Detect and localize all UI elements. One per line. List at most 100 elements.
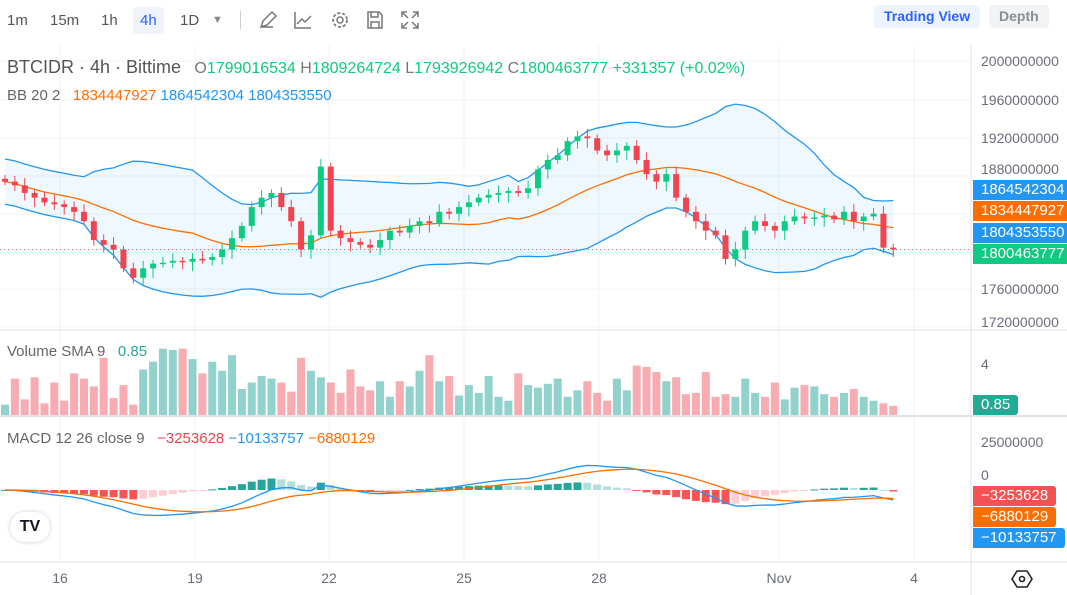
close-label: C xyxy=(507,60,520,77)
candle-body xyxy=(831,215,838,220)
candle-body xyxy=(683,197,690,212)
macd-histogram-bar xyxy=(790,490,799,492)
candle-body xyxy=(446,211,453,214)
time-tick: 22 xyxy=(321,570,337,586)
macd-histogram-bar xyxy=(593,484,602,490)
fullscreen-icon[interactable] xyxy=(399,9,421,31)
candle-body xyxy=(544,159,551,170)
last-price-label: 1800463777 xyxy=(973,244,1067,264)
macd-histogram-bar xyxy=(158,490,167,496)
candle-body xyxy=(584,136,591,139)
volume-bar xyxy=(474,392,483,415)
pencil-icon[interactable] xyxy=(257,9,279,31)
timeframe-1d[interactable]: 1D xyxy=(180,12,200,29)
candle-body xyxy=(288,207,295,222)
volume-bar xyxy=(79,378,88,415)
timeframe-15m[interactable]: 15m xyxy=(50,12,80,29)
candle-body xyxy=(100,240,107,245)
candle-body xyxy=(653,174,660,182)
time-tick: 16 xyxy=(52,570,68,586)
volume-bar xyxy=(790,387,799,415)
timeframe-1m[interactable]: 1m xyxy=(7,12,28,29)
volume-bar xyxy=(168,350,177,415)
volume-bar xyxy=(721,394,730,415)
gear-icon[interactable] xyxy=(329,9,351,31)
candle-body xyxy=(860,216,867,222)
candle-body xyxy=(298,221,305,250)
candle-body xyxy=(169,260,176,263)
candle-body xyxy=(465,202,472,208)
save-icon[interactable] xyxy=(364,9,386,31)
volume-bar xyxy=(760,396,769,415)
volume-bar xyxy=(178,348,187,415)
depth-button[interactable]: Depth xyxy=(989,5,1049,28)
volume-bar xyxy=(741,378,750,415)
timeframe-4h[interactable]: 4h xyxy=(133,7,164,34)
volume-bar xyxy=(376,381,385,415)
candle-body xyxy=(623,145,630,151)
bb-upper-price-label: 1864542304 xyxy=(973,180,1067,200)
timeframe-1h[interactable]: 1h xyxy=(101,12,118,29)
macd-histogram-bar xyxy=(455,486,464,490)
bb-upper: 1864542304 xyxy=(160,87,244,104)
macd-histogram-bar xyxy=(701,490,710,503)
macd-histogram-bar xyxy=(109,490,118,498)
volume-bar xyxy=(455,395,464,415)
price-tick: 2000000000 xyxy=(981,53,1059,69)
macd-line xyxy=(4,464,894,517)
candle-body xyxy=(80,211,87,222)
volume-bar xyxy=(297,357,306,415)
macd-histogram-bar xyxy=(622,488,631,490)
candle-body xyxy=(11,181,18,186)
volume-bar xyxy=(228,355,237,415)
symbol-title: BTCIDR · 4h · Bittime xyxy=(7,57,182,77)
candle-body xyxy=(515,191,522,193)
candle-body xyxy=(633,145,640,160)
volume-bar xyxy=(129,404,138,415)
volume-bar xyxy=(60,400,69,415)
macd-histogram-bar xyxy=(632,490,641,491)
volume-bar xyxy=(435,381,444,415)
macd-tick: 25000000 xyxy=(981,434,1044,450)
indicator-line-icon[interactable] xyxy=(292,9,314,31)
candle-body xyxy=(327,166,334,231)
tradingview-logo[interactable]: TV xyxy=(10,512,50,542)
macd-histogram-bar xyxy=(583,482,592,490)
trading-view-button[interactable]: Trading View xyxy=(874,5,981,28)
divider xyxy=(240,11,241,29)
chart-settings-icon[interactable] xyxy=(1011,569,1033,589)
macd-histogram-bar xyxy=(119,490,128,499)
candle-body xyxy=(643,159,650,175)
macd-line-label: −10133757 xyxy=(973,528,1065,548)
volume-bar xyxy=(356,386,365,415)
volume-bar xyxy=(139,369,148,415)
volume-bar xyxy=(149,361,158,415)
macd-histogram-bar xyxy=(642,490,651,493)
volume-bar xyxy=(267,378,276,415)
volume-bar xyxy=(218,370,227,415)
volume-bar xyxy=(208,361,217,415)
candle-body xyxy=(791,216,798,222)
macd-histogram-bar xyxy=(326,485,335,490)
macd-histogram-bar xyxy=(287,481,296,490)
volume-bar xyxy=(632,365,641,415)
macd-histogram-bar xyxy=(218,487,227,490)
volume-bar xyxy=(504,400,513,415)
volume-bar xyxy=(820,394,829,415)
macd-histogram-bar xyxy=(129,490,138,500)
volume-bar xyxy=(326,382,335,415)
macd-histogram-bar xyxy=(524,486,533,490)
macd-histogram-bar xyxy=(385,490,394,492)
price-tick: 1720000000 xyxy=(981,314,1059,330)
macd-histogram-bar xyxy=(415,489,424,491)
macd-histogram-bar xyxy=(721,490,730,505)
volume-bar xyxy=(662,381,671,415)
volume-bar xyxy=(405,386,414,415)
volume-bar xyxy=(879,403,888,415)
macd-histogram-bar xyxy=(425,488,434,490)
macd-histogram-bar xyxy=(188,490,197,492)
chevron-down-icon[interactable]: ▼ xyxy=(212,14,223,26)
macd-histogram-bar xyxy=(445,487,454,490)
volume-bar xyxy=(672,377,681,415)
